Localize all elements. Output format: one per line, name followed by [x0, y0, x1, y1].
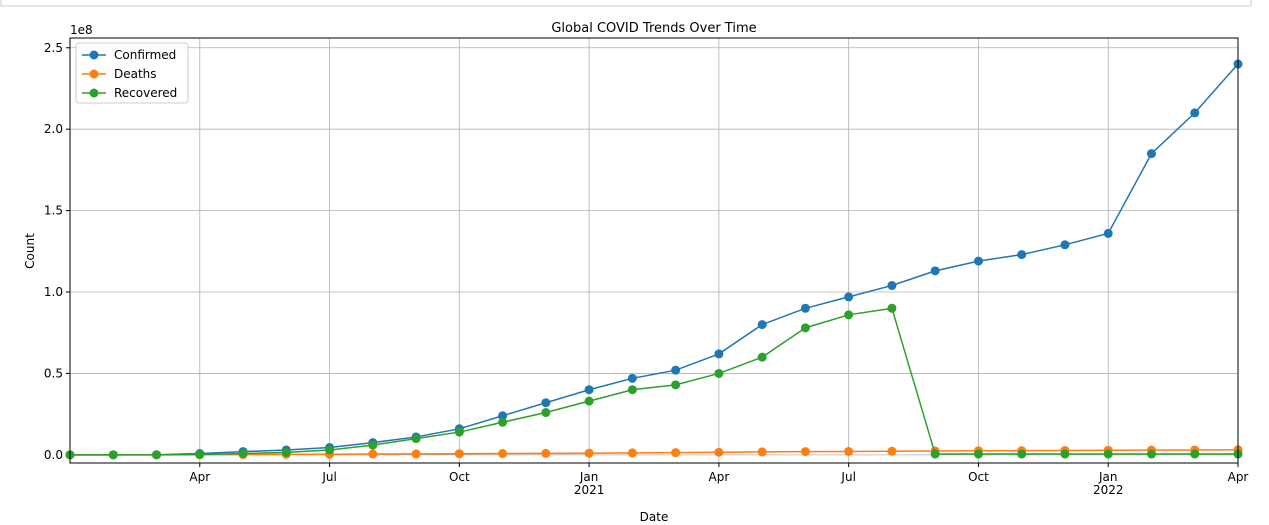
marker [1103, 228, 1113, 238]
marker [800, 303, 810, 313]
marker [844, 446, 854, 456]
marker [108, 450, 118, 460]
marker [887, 281, 897, 291]
legend-label: Confirmed [114, 48, 176, 62]
cell-border [0, 0, 1252, 7]
marker [498, 411, 508, 421]
marker [627, 373, 637, 383]
x-tick-label: Apr [709, 470, 730, 484]
x-tick-year: 2021 [574, 483, 605, 497]
marker [930, 266, 940, 276]
marker [1146, 149, 1156, 159]
line [70, 307, 1238, 456]
marker [368, 440, 378, 450]
marker [627, 385, 637, 395]
marker [411, 434, 421, 444]
marker [541, 398, 551, 408]
offset-text: 1e8 [70, 23, 93, 37]
plot-frame [69, 37, 1239, 464]
x-axis-label: Date [640, 510, 669, 521]
marker [541, 448, 551, 458]
marker [1190, 108, 1200, 118]
legend-label: Recovered [114, 86, 177, 100]
x-tick-label: Apr [189, 470, 210, 484]
y-tick-label: 2.0 [44, 122, 63, 136]
marker [238, 449, 248, 459]
y-tick-label: 0.5 [44, 366, 63, 380]
legend-marker [89, 69, 99, 79]
y-tick-label: 0.0 [44, 448, 63, 462]
marker [714, 349, 724, 359]
x-tick-year: 2022 [1093, 483, 1124, 497]
marker [671, 448, 681, 458]
marker [800, 323, 810, 333]
marker [584, 448, 594, 458]
marker [844, 292, 854, 302]
marker [325, 445, 335, 455]
x-tick-label: Jan [1098, 470, 1118, 484]
marker [844, 310, 854, 320]
marker [584, 385, 594, 395]
marker [152, 450, 162, 460]
marker [887, 446, 897, 456]
marker [498, 449, 508, 459]
series [65, 303, 1243, 460]
marker [973, 256, 983, 266]
marker [671, 365, 681, 375]
marker [1017, 250, 1027, 260]
legend-marker [89, 88, 99, 98]
x-tick-label: Oct [449, 470, 470, 484]
marker [411, 449, 421, 459]
marker [757, 320, 767, 330]
marker [973, 449, 983, 459]
marker [1146, 449, 1156, 459]
marker [1060, 240, 1070, 250]
marker [454, 427, 464, 437]
marker [627, 448, 637, 458]
marker [887, 303, 897, 313]
marker [1060, 449, 1070, 459]
marker [368, 449, 378, 459]
marker [714, 368, 724, 378]
marker [498, 417, 508, 427]
marker [1190, 449, 1200, 459]
marker [671, 380, 681, 390]
x-tick-label: Jan [579, 470, 599, 484]
marker [541, 408, 551, 418]
legend-box [75, 42, 189, 104]
line [70, 449, 1239, 456]
series [65, 59, 1243, 460]
x-tick-label: Oct [968, 470, 989, 484]
marker [454, 449, 464, 459]
marker [584, 396, 594, 406]
chart-title: Global COVID Trends Over Time [551, 21, 756, 36]
x-tick-label: Jul [840, 470, 855, 484]
marker [930, 449, 940, 459]
y-axis-label: Count [23, 233, 37, 269]
marker [800, 447, 810, 457]
y-tick-label: 2.5 [44, 41, 63, 55]
marker [757, 447, 767, 457]
marker [714, 447, 724, 457]
x-tick-label: Apr [1228, 470, 1249, 484]
x-tick-label: Jul [321, 470, 336, 484]
marker [1017, 449, 1027, 459]
legend-label: Deaths [114, 67, 157, 81]
y-tick-label: 1.0 [44, 285, 63, 299]
marker [757, 352, 767, 362]
legend-marker [89, 50, 99, 60]
y-tick-label: 1.5 [44, 204, 63, 218]
marker [1103, 449, 1113, 459]
marker [281, 447, 291, 457]
marker [195, 450, 205, 460]
line [70, 63, 1239, 456]
